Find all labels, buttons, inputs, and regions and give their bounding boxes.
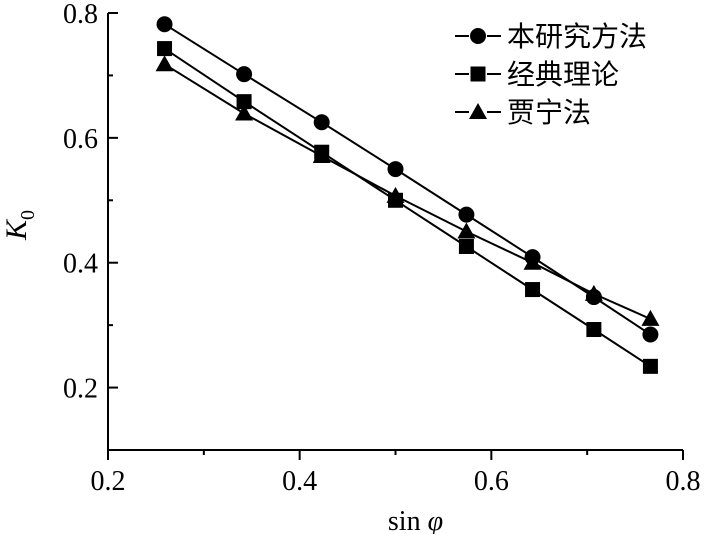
y-tick-label: 0.6 [63, 124, 98, 155]
data-point-circle [156, 16, 173, 33]
x-tick-label: 0.8 [666, 466, 701, 497]
data-point-square [157, 41, 173, 57]
data-point-circle [313, 114, 330, 131]
data-point-circle [387, 161, 404, 178]
legend-label: 本研究方法 [507, 20, 647, 53]
legend-marker-square [470, 66, 486, 82]
data-point-circle [236, 66, 253, 83]
y-axis-title-symbol: K [0, 218, 33, 241]
x-axis-title-symbol: φ [428, 506, 444, 534]
y-tick-label: 0.2 [63, 374, 98, 405]
x-tick-label: 0.6 [474, 466, 509, 497]
data-point-triangle [235, 104, 254, 121]
legend-item-circle: 本研究方法 [455, 20, 647, 53]
data-point-circle [642, 326, 659, 343]
series-line-square [163, 47, 651, 368]
data-point-square [236, 94, 252, 110]
x-axis-title: sin φ [388, 506, 443, 534]
legend-label: 经典理论 [507, 58, 619, 91]
data-point-square [642, 358, 658, 374]
series-line-circle [163, 23, 651, 336]
legend-item-square: 经典理论 [455, 58, 619, 91]
data-point-square [458, 238, 474, 254]
legend-marker-circle [470, 28, 486, 44]
data-point-triangle [584, 284, 603, 301]
y-axis-title: K0 [0, 210, 39, 241]
data-point-triangle [312, 146, 331, 163]
legend-item-triangle: 贾宁法 [455, 96, 591, 129]
data-point-triangle [523, 253, 542, 270]
x-tick-label: 0.4 [282, 466, 317, 497]
y-tick-label: 0.8 [63, 0, 98, 30]
x-tick-label: 0.2 [91, 466, 126, 497]
legend-label: 贾宁法 [507, 96, 591, 129]
series-circle [156, 16, 659, 343]
x-axis-title-prefix: sin [388, 506, 428, 534]
series-group [155, 16, 660, 374]
legend-marker-triangle [469, 103, 487, 119]
data-point-square [586, 322, 602, 338]
series-line-triangle [163, 63, 651, 320]
data-point-triangle [155, 55, 174, 72]
y-tick-label: 0.4 [63, 249, 98, 280]
y-axis-title-subscript: 0 [17, 210, 39, 220]
data-point-square [525, 282, 541, 298]
data-point-circle [458, 206, 475, 223]
data-point-triangle [457, 222, 476, 239]
series-triangle [155, 55, 660, 326]
data-point-triangle [386, 186, 405, 203]
data-point-triangle [641, 309, 660, 326]
